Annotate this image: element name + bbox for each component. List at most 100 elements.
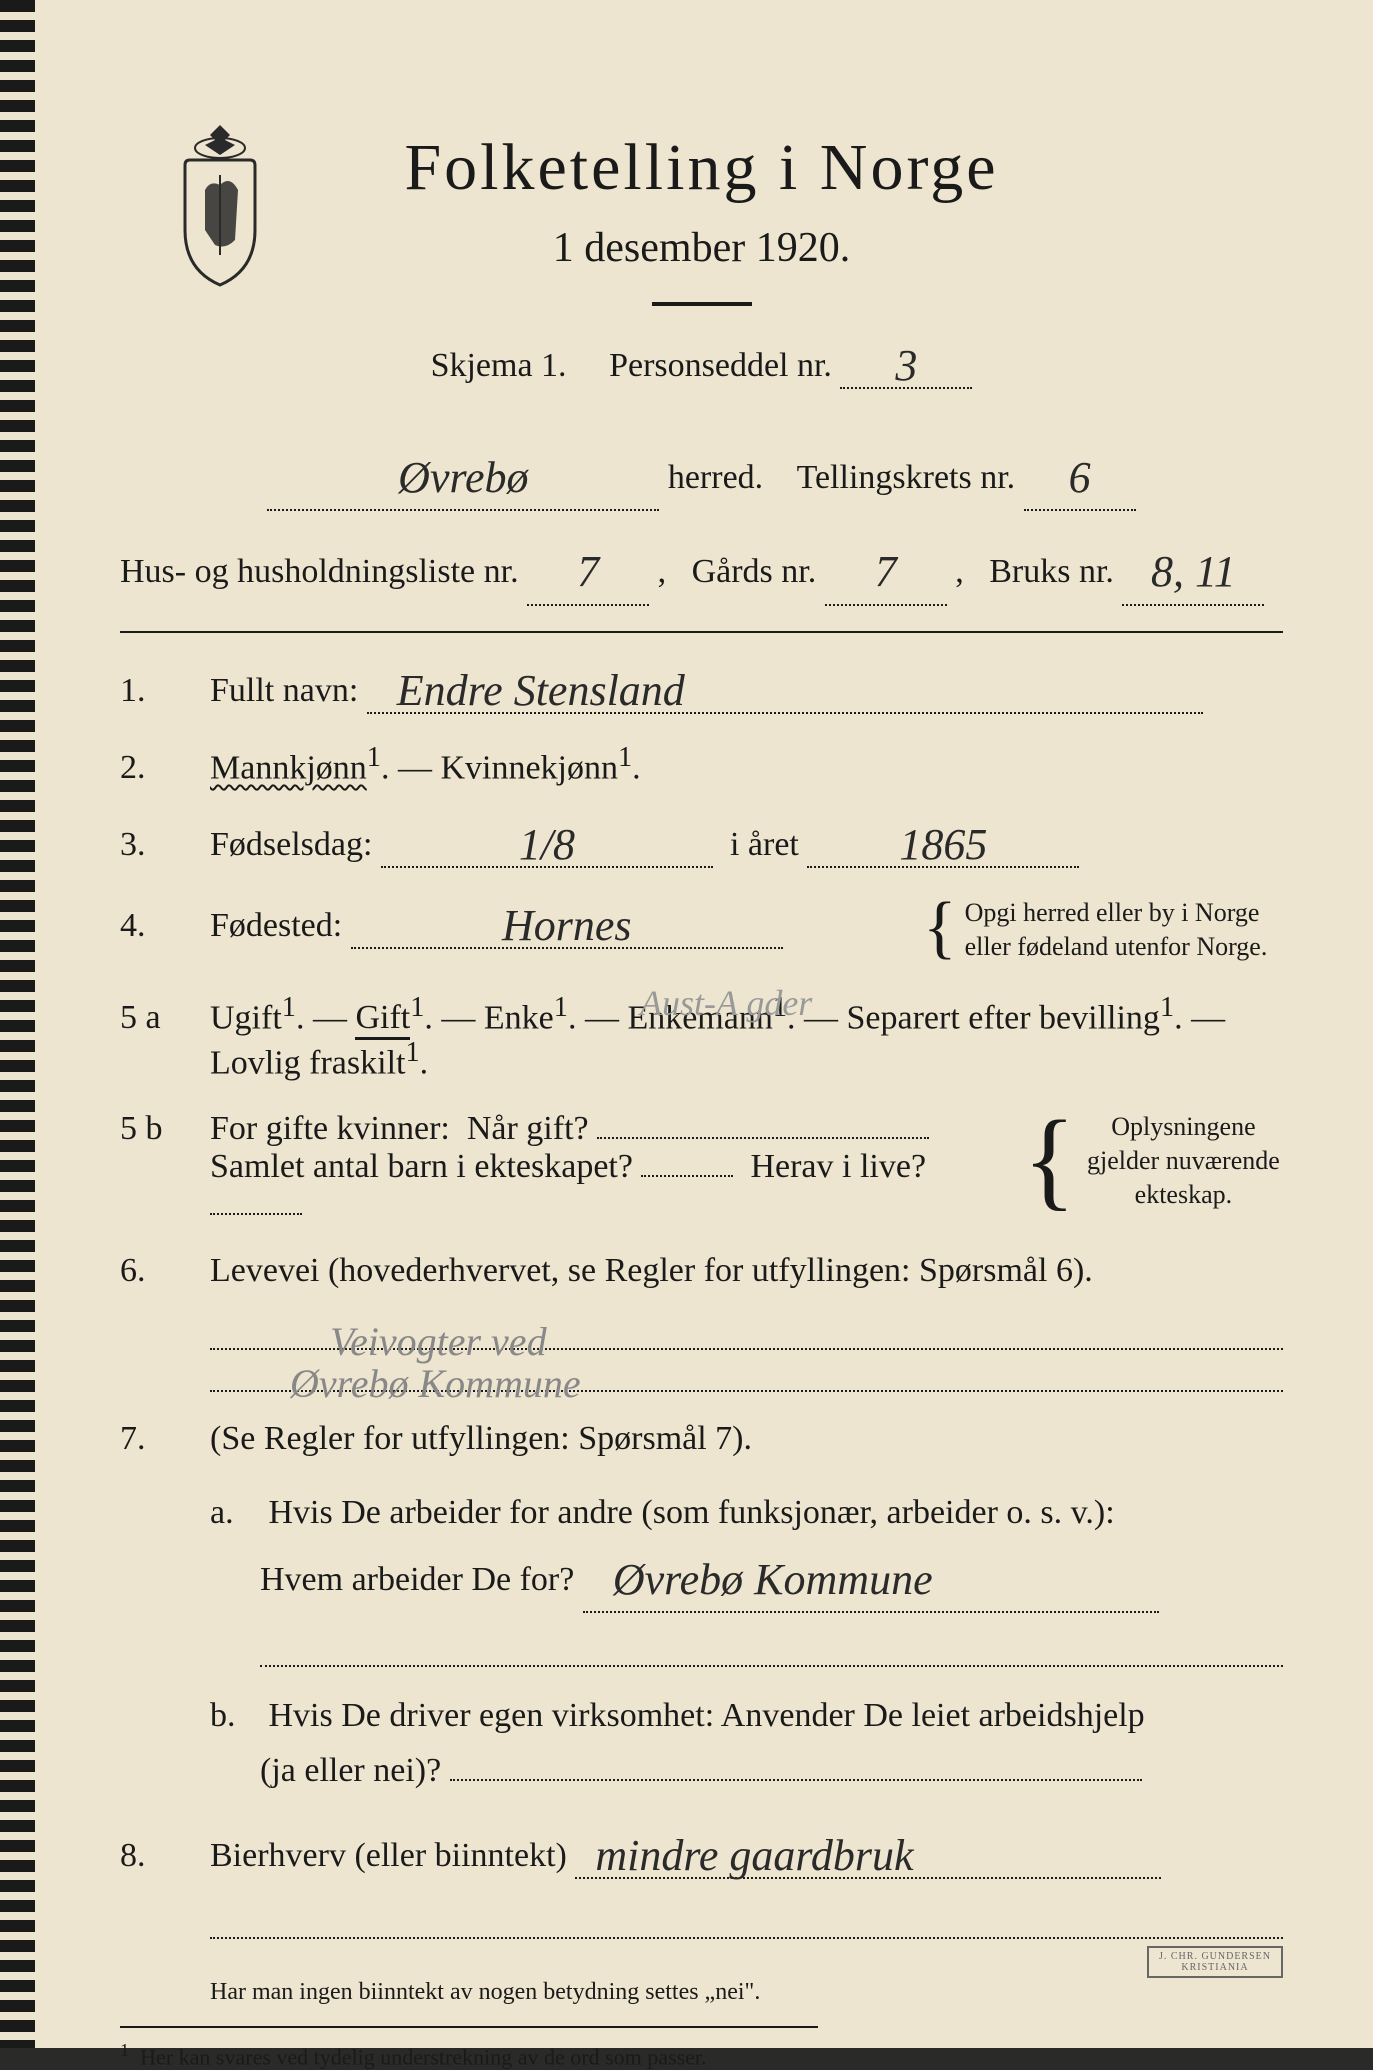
question-7b: b. Hvis De driver egen virksomhet: Anven… [210,1689,1283,1798]
q3-body: Fødselsdag: 1/8 i året 1865 [210,815,1283,868]
q1-value: Endre Stensland [397,666,685,715]
herred-label: herred. [668,459,763,496]
skjema-label: Skjema 1. [431,347,567,384]
q3-num: 3. [120,826,210,864]
q5b-body: For gifte kvinner: Når gift? { Oplysning… [210,1110,1283,1224]
q6-value-line1: Veivogter ved [210,1318,1283,1350]
hus-nr: 7 [527,533,649,605]
tellingskrets-label: Tellingskrets nr. [797,459,1016,496]
q3-day: 1/8 [519,820,575,869]
question-1: 1. Fullt navn: Endre Stensland [120,661,1283,714]
q3-day-field: 1/8 [381,815,713,868]
crest-svg [160,120,280,290]
norwegian-crest-icon [160,120,280,290]
brace-icon: { [923,896,957,959]
q7-body: (Se Regler for utfyllingen: Spørsmål 7). [210,1420,1283,1458]
q6-label: Levevei (hovederhvervet, se Regler for u… [210,1252,1093,1289]
personseddel-nr: 3 [840,336,972,389]
q3-year: 1865 [899,820,987,869]
q7a-letter: a. [210,1486,260,1540]
question-4: 4. Fødested: Hornes { Opgi herred eller … [120,896,1283,964]
q7b-letter: b. [210,1689,260,1743]
form-header: Folketelling i Norge 1 desember 1920. Sk… [120,130,1283,389]
q2-mann: Mannkjønn [210,749,367,786]
binding-edge [0,0,35,2048]
q2-kvinne: Kvinnekjønn [440,749,618,786]
q6-num: 6. [120,1252,210,1290]
question-5b: 5 b For gifte kvinner: Når gift? { Oplys… [120,1110,1283,1224]
brace-icon: { [1023,1110,1076,1209]
q8-label: Bierhverv (eller biinntekt) [210,1837,567,1874]
tellingskrets-nr: 6 [1024,439,1136,511]
personseddel-label: Personseddel nr. [609,347,832,384]
q5a-num: 5 a [120,999,210,1037]
q7b-line1: Hvis De driver egen virksomhet: Anvender… [269,1697,1145,1734]
q5a-separert: Separert efter bevilling [847,999,1160,1036]
herred-line: Øvrebø herred. Tellingskrets nr. 6 [120,439,1283,511]
q4-num: 4. [120,907,210,945]
footnote-1: Har man ingen biinntekt av nogen betydni… [210,1979,1283,2006]
q8-body: Bierhverv (eller biinntekt) mindre gaard… [210,1826,1283,1879]
q5a-enke: Enke [484,999,554,1036]
question-7a: a. Hvis De arbeider for andre (som funks… [210,1486,1283,1613]
q5a-lovlig: Lovlig fraskilt [210,1044,405,1081]
question-6: 6. Levevei (hovederhvervet, se Regler fo… [120,1252,1283,1290]
census-form-page: Folketelling i Norge 1 desember 1920. Sk… [0,0,1373,2048]
q5b-label3: Samlet antal barn i ekteskapet? [210,1148,633,1185]
bruks-nr: 8, 11 [1122,533,1264,605]
question-5a: 5 a Ugift1. — Gift1. — Enke1. — Enkemann… [120,992,1283,1083]
q5b-num: 5 b [120,1110,210,1148]
q8-num: 8. [120,1837,210,1875]
gaards-label: Gårds nr. [692,553,817,590]
page-title: Folketelling i Norge [120,130,1283,206]
question-7: 7. (Se Regler for utfyllingen: Spørsmål … [120,1420,1283,1458]
q5b-label2: Når gift? [467,1110,589,1147]
q5b-gift-field [597,1137,929,1139]
q4-value: Hornes [502,901,632,950]
header-divider [652,302,752,306]
q7a-value: Øvrebø Kommune [613,1555,933,1604]
q7a-extra-line [260,1635,1283,1667]
q1-label: Fullt navn: [210,672,358,709]
q7-num: 7. [120,1420,210,1458]
q5a-gift: Gift [355,999,410,1040]
q5a-ugift: Ugift [210,999,282,1036]
q5b-label1: For gifte kvinner: [210,1110,450,1147]
q2-body: Mannkjønn1. — Kvinnekjønn1. [210,742,1283,787]
question-8: 8. Bierhverv (eller biinntekt) mindre ga… [120,1826,1283,1879]
q4-value-field: Hornes [351,896,783,949]
herred-value: Øvrebø [267,439,659,511]
q4-body: Fødested: Hornes { Opgi herred eller by … [210,896,1283,964]
q5b-side-note: { Oplysningene gjelder nuværende ekteska… [1023,1110,1283,1211]
q4-label: Fødested: [210,907,342,944]
q5b-barn-field [641,1175,733,1177]
q1-num: 1. [120,672,210,710]
page-subtitle: 1 desember 1920. [120,224,1283,272]
section-divider [120,631,1283,633]
bruks-label: Bruks nr. [989,553,1114,590]
question-3: 3. Fødselsdag: 1/8 i året 1865 [120,815,1283,868]
hus-line: Hus- og husholdningsliste nr. 7 , Gårds … [120,533,1283,605]
q5b-live-field [210,1213,302,1215]
q7a-line1: Hvis De arbeider for andre (som funksjon… [269,1494,1115,1531]
q7a-line2: Hvem arbeider De for? [260,1561,574,1598]
q1-body: Fullt navn: Endre Stensland [210,661,1283,714]
question-2: 2. Mannkjønn1. — Kvinnekjønn1. [120,742,1283,787]
q6-body: Levevei (hovederhvervet, se Regler for u… [210,1252,1283,1290]
skjema-line: Skjema 1. Personseddel nr. 3 [120,336,1283,389]
q5b-label4: Herav i live? [750,1148,926,1185]
gaards-nr: 7 [825,533,947,605]
q7b-line2: (ja eller nei)? [260,1752,441,1789]
q7a-value-field: Øvrebø Kommune [583,1541,1159,1613]
q8-value-field: mindre gaardbruk [575,1826,1161,1879]
q3-year-field: 1865 [807,815,1079,868]
q1-value-field: Endre Stensland [367,661,1203,714]
hus-label: Hus- og husholdningsliste nr. [120,553,519,590]
q7-label: (Se Regler for utfyllingen: Spørsmål 7). [210,1420,752,1457]
q7b-value-field [450,1779,1142,1781]
q6-value-line2: Øvrebø Kommune [210,1360,1283,1392]
q5a-pencil-note: Aust-A gder [640,982,812,1024]
q8-value: mindre gaardbruk [595,1831,913,1880]
q8-extra-line [210,1907,1283,1939]
q3-year-label: i året [730,826,799,863]
